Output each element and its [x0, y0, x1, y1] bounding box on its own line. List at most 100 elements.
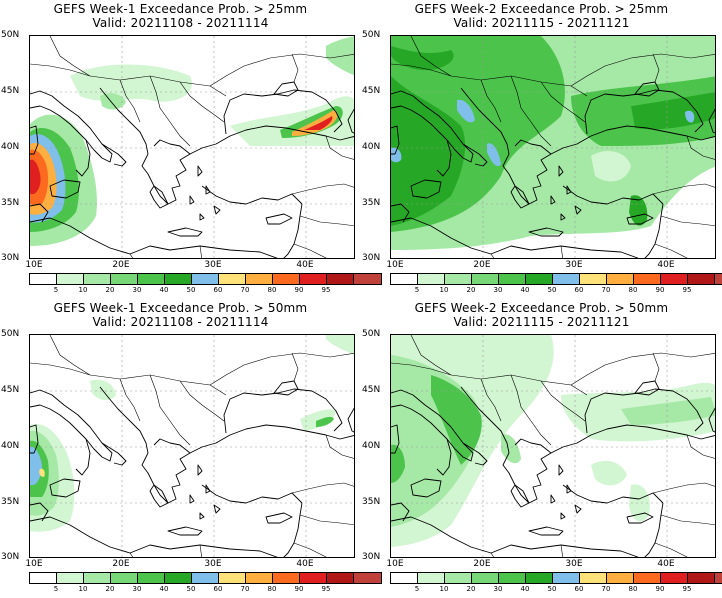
- lat-label: 40N: [1, 441, 20, 451]
- lon-label: 40E: [296, 559, 314, 569]
- colorbar-label: 60: [213, 286, 223, 294]
- colorbar-swatch: [580, 274, 607, 284]
- lat-label: 45N: [362, 86, 381, 96]
- colorbar-swatch: [192, 274, 219, 284]
- lat-label: 35N: [1, 198, 20, 208]
- panel-title: GEFS Week-1 Exceedance Prob. > 50mm: [53, 301, 308, 315]
- colorbar-label: 70: [240, 585, 250, 593]
- colorbar-swatch: [30, 573, 57, 583]
- lat-label: 45N: [1, 385, 20, 395]
- colorbar-swatch: [165, 274, 192, 284]
- colorbar-label: 20: [466, 286, 476, 294]
- lat-label: 40N: [362, 142, 381, 152]
- colorbar-label: 70: [240, 286, 250, 294]
- colorbar-swatch: [246, 274, 273, 284]
- colorbar-swatch: [354, 573, 381, 583]
- colorbar-label: 10: [439, 286, 449, 294]
- colorbar-swatch: [300, 573, 327, 583]
- colorbar-swatch: [418, 274, 445, 284]
- lat-label: 40N: [362, 441, 381, 451]
- lat-label: 50N: [1, 329, 20, 339]
- colorbar-label: 20: [105, 585, 115, 593]
- colorbar-swatch: [661, 274, 688, 284]
- colorbar-swatch: [219, 573, 246, 583]
- colorbar-label: 5: [414, 286, 420, 294]
- colorbar-label: 80: [628, 585, 638, 593]
- colorbar-label: 40: [159, 286, 169, 294]
- lat-label: 50N: [362, 329, 381, 339]
- colorbar-label: 80: [267, 585, 277, 593]
- colorbar-swatch: [472, 573, 499, 583]
- probability-map: [390, 334, 716, 558]
- colorbar-label: 5: [53, 286, 59, 294]
- colorbar-label: 95: [682, 585, 692, 593]
- colorbar-label: 5: [53, 585, 59, 593]
- colorbar-label: 70: [601, 585, 611, 593]
- colorbar-swatch: [138, 573, 165, 583]
- colorbar-swatch: [715, 573, 722, 583]
- colorbar-swatch: [246, 573, 273, 583]
- probability-shading: [30, 36, 354, 246]
- colorbar-swatch: [526, 573, 553, 583]
- colorbar-swatch: [391, 573, 418, 583]
- colorbar-swatch: [300, 274, 327, 284]
- colorbar-label: 60: [574, 286, 584, 294]
- colorbar-swatch: [418, 573, 445, 583]
- colorbar-label: 90: [294, 286, 304, 294]
- colorbar-label: 30: [493, 585, 503, 593]
- colorbar-swatch: [273, 573, 300, 583]
- lon-label: 40E: [296, 260, 314, 270]
- colorbar-label: 50: [186, 286, 196, 294]
- lon-label: 30E: [565, 260, 583, 270]
- colorbar-label: 50: [547, 286, 557, 294]
- lon-label: 30E: [204, 260, 222, 270]
- colorbar-swatch: [634, 573, 661, 583]
- lon-label: 10E: [386, 559, 404, 569]
- lon-label: 10E: [386, 260, 404, 270]
- lon-label: 20E: [112, 559, 130, 569]
- colorbar-label: 50: [186, 585, 196, 593]
- panel-valid-dates: Valid: 20211108 - 20211114: [92, 16, 269, 30]
- panel-week1-50mm: GEFS Week-1 Exceedance Prob. > 50mm Vali…: [0, 299, 382, 598]
- colorbar-swatch: [472, 274, 499, 284]
- colorbar-swatch: [553, 274, 580, 284]
- colorbar-label: 30: [132, 286, 142, 294]
- colorbar-label: 30: [493, 286, 503, 294]
- lat-label: 35N: [362, 198, 381, 208]
- lon-label: 20E: [473, 260, 491, 270]
- lat-label: 50N: [1, 30, 20, 40]
- colorbar-swatch: [607, 573, 634, 583]
- colorbar-label: 5: [414, 585, 420, 593]
- colorbar-swatch: [499, 573, 526, 583]
- colorbar: [29, 572, 382, 584]
- colorbar-label: 95: [682, 286, 692, 294]
- colorbar-label: 50: [547, 585, 557, 593]
- panel-title: GEFS Week-2 Exceedance Prob. > 25mm: [414, 2, 669, 16]
- panel-valid-dates: Valid: 20211115 - 20211121: [453, 16, 630, 30]
- probability-shading: [391, 36, 715, 250]
- lat-label: 35N: [1, 497, 20, 507]
- colorbar-swatch: [661, 573, 688, 583]
- colorbar-label: 90: [294, 585, 304, 593]
- colorbar-label: 40: [159, 585, 169, 593]
- colorbar-label: 20: [105, 286, 115, 294]
- lon-label: 10E: [25, 260, 43, 270]
- colorbar: [390, 572, 722, 584]
- lon-label: 30E: [565, 559, 583, 569]
- colorbar-swatch: [30, 274, 57, 284]
- panel-title: GEFS Week-2 Exceedance Prob. > 50mm: [414, 301, 669, 315]
- lat-label: 45N: [362, 385, 381, 395]
- lon-label: 20E: [473, 559, 491, 569]
- colorbar-label: 70: [601, 286, 611, 294]
- colorbar-label: 95: [321, 585, 331, 593]
- lat-label: 30N: [1, 253, 20, 263]
- probability-map: [29, 35, 355, 259]
- lat-label: 30N: [362, 552, 381, 562]
- panel-valid-dates: Valid: 20211108 - 20211114: [92, 315, 269, 329]
- panel-title: GEFS Week-1 Exceedance Prob. > 25mm: [53, 2, 308, 16]
- lat-label: 45N: [1, 86, 20, 96]
- colorbar-swatch: [273, 274, 300, 284]
- lon-label: 40E: [657, 559, 675, 569]
- colorbar-label: 40: [520, 585, 530, 593]
- colorbar: [29, 273, 382, 285]
